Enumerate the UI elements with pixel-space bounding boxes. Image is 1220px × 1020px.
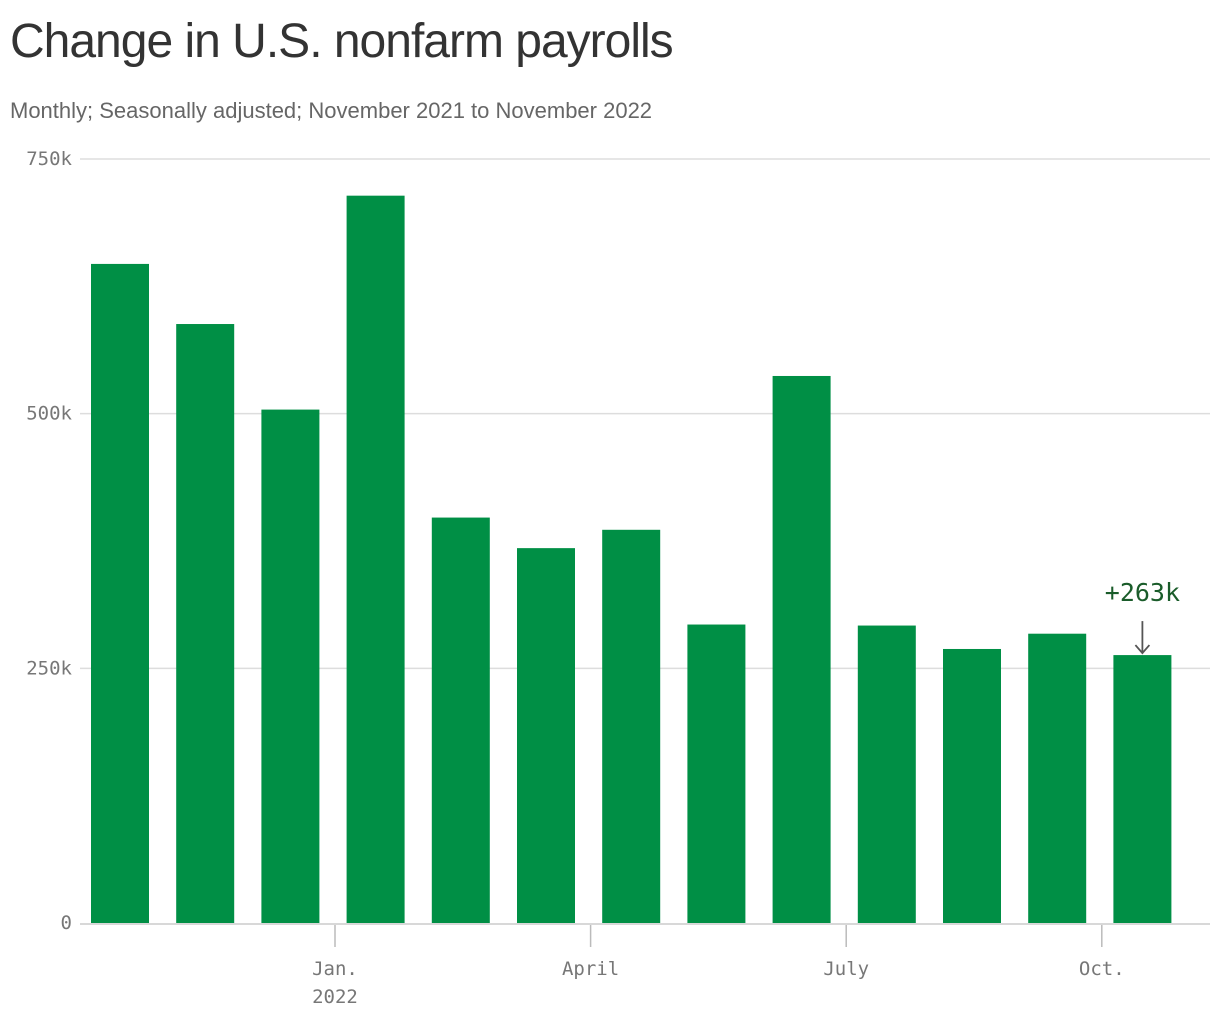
bars [91, 195, 1172, 923]
x-tick-sublabel: 2022 [312, 986, 358, 1008]
chart-subtitle: Monthly; Seasonally adjusted; November 2… [10, 98, 653, 123]
y-tick-label: 750k [26, 148, 72, 170]
bar [772, 375, 831, 923]
x-axis: Jan. 2022 April July Oct. [80, 923, 1210, 1008]
bar [431, 517, 490, 923]
y-tick-label: 500k [26, 403, 72, 425]
annotation-arrow-head [1134, 644, 1151, 655]
y-tick-label: 250k [26, 657, 72, 679]
y-tick-label: 0 [61, 912, 72, 934]
bar [943, 648, 1001, 923]
bar [602, 529, 661, 923]
x-tick-label: Oct. [1079, 958, 1125, 980]
bar [1028, 633, 1087, 923]
bar [857, 625, 916, 923]
x-tick-label: April [562, 958, 619, 980]
chart-title: Change in U.S. nonfarm payrolls [10, 15, 674, 68]
x-tick-label: July [823, 958, 869, 980]
bar [346, 195, 405, 923]
x-tick-label: Jan. [312, 958, 358, 980]
annotation: +263k [1105, 578, 1180, 655]
bar [1113, 655, 1172, 923]
bar [176, 324, 235, 923]
bar [261, 409, 320, 923]
bar [687, 624, 746, 923]
annotation-label: +263k [1105, 578, 1180, 607]
bar [91, 263, 149, 923]
bar [517, 548, 575, 923]
